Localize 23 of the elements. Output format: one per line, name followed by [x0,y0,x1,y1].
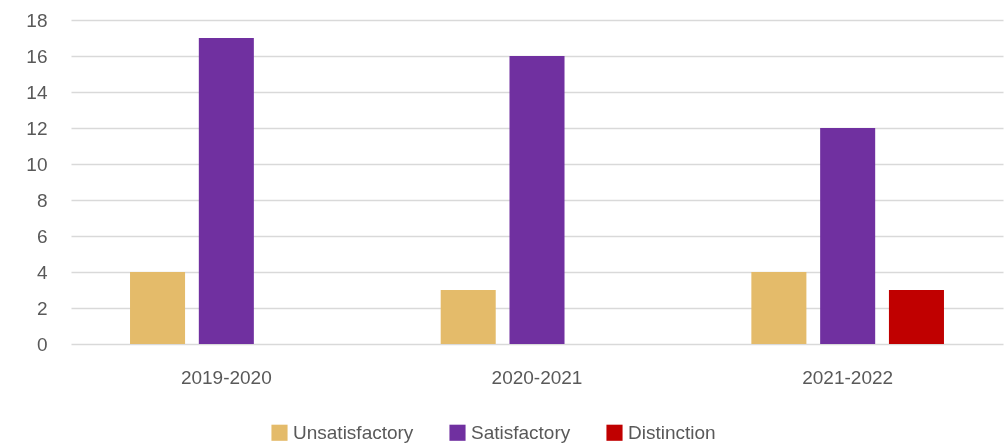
x-tick-label: 2021-2022 [802,366,894,388]
y-tick-label: 8 [36,189,48,211]
bar [509,56,565,344]
legend-label: Satisfactory [471,421,571,443]
y-tick-label: 0 [36,333,48,355]
bar [440,290,496,344]
y-tick-label: 2 [36,297,48,319]
x-tick-label: 2019-2020 [180,366,272,388]
bar [198,38,254,344]
y-tick-label: 6 [36,225,48,247]
bar [888,290,944,344]
y-tick-label: 10 [26,153,48,175]
x-tick-label: 2020-2021 [491,366,583,388]
legend-label: Distinction [628,421,716,443]
bar [820,128,876,344]
y-tick-label: 18 [26,9,48,31]
y-tick-label: 14 [26,81,48,103]
y-tick-label: 12 [26,117,48,139]
y-tick-label: 4 [36,261,48,283]
legend-label: Unsatisfactory [293,421,414,443]
bar [751,272,807,344]
y-tick-label: 16 [26,45,48,67]
bar [130,272,186,344]
